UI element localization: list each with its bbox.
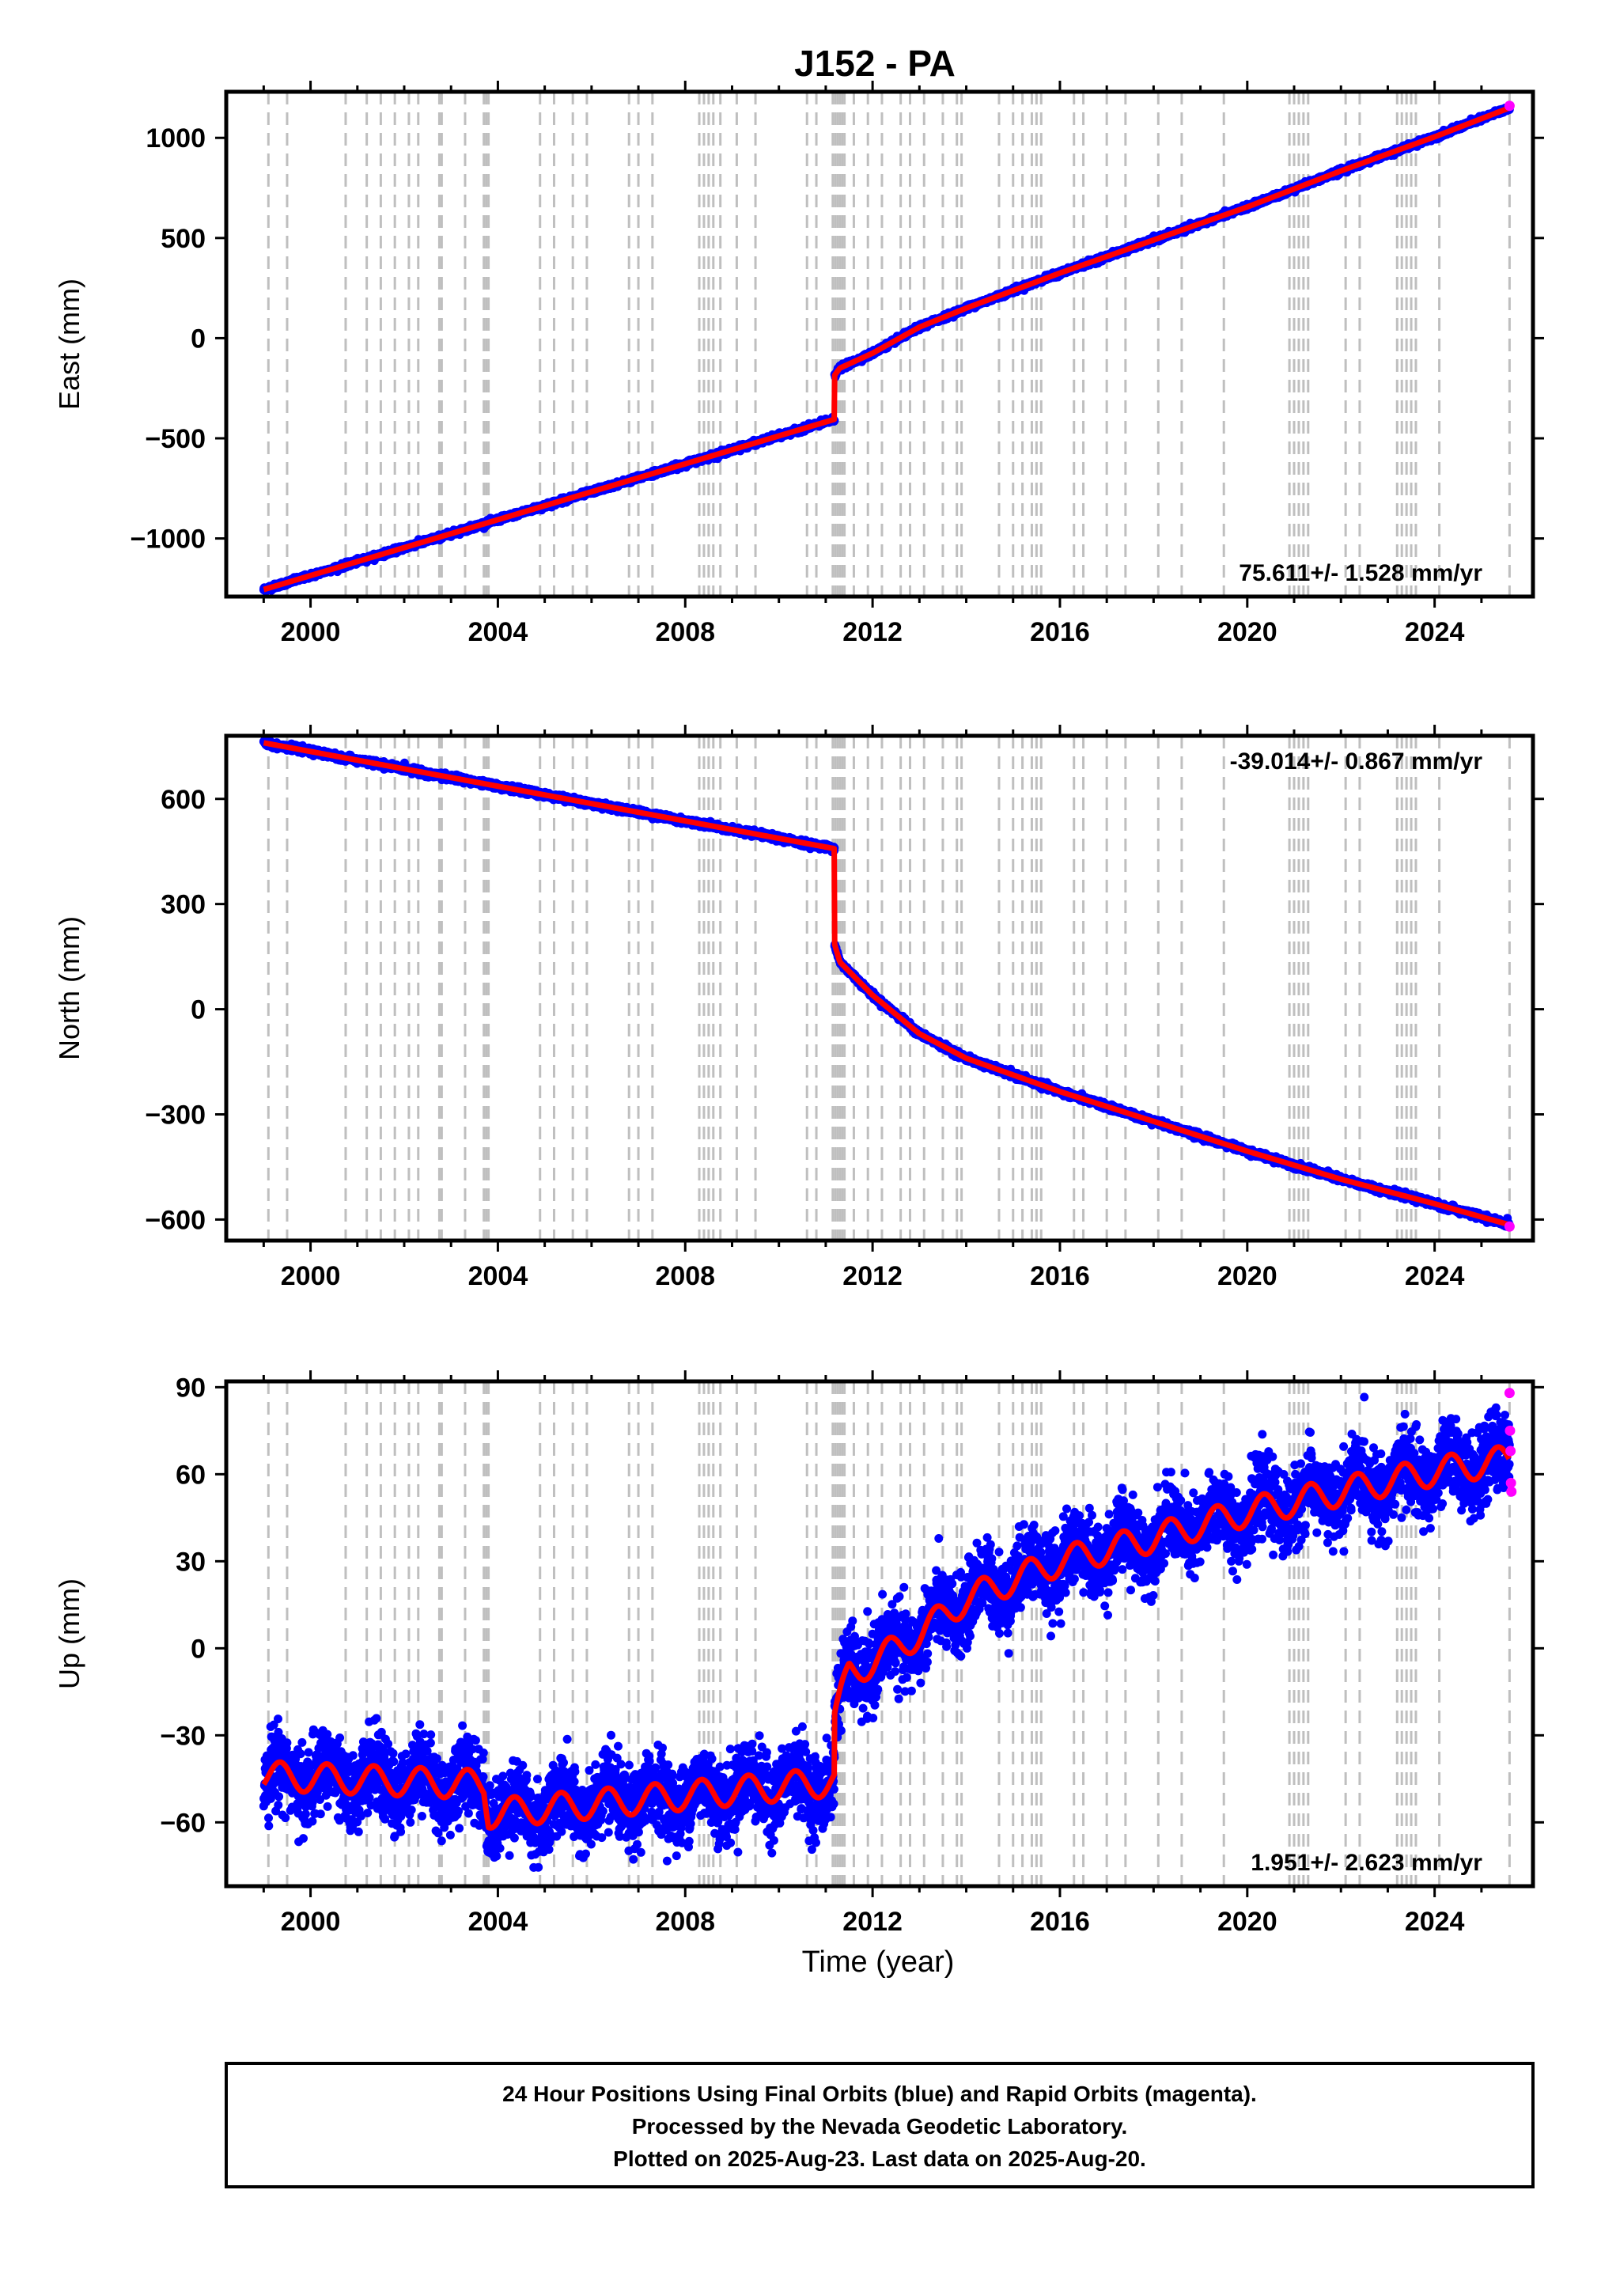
- event-lines: [267, 92, 1511, 597]
- chart-title: J152 - PA: [794, 43, 956, 84]
- east-panel: 2000 2004 2008 2012 2016 2020 2024−1000−500050…: [53, 81, 1544, 647]
